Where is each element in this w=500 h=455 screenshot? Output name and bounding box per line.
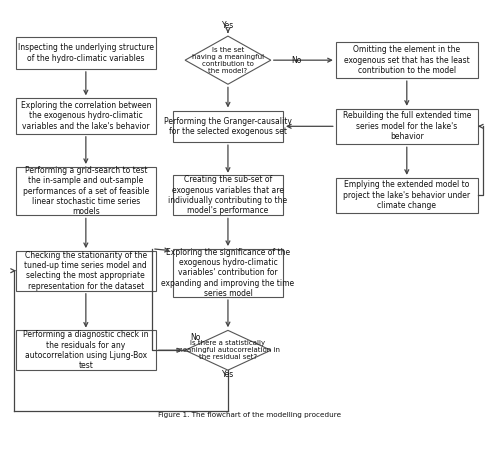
Text: No: No — [292, 56, 302, 65]
FancyBboxPatch shape — [336, 109, 478, 144]
Text: Creating the sub-set of
exogenous variables that are
individually contributing t: Creating the sub-set of exogenous variab… — [168, 175, 288, 216]
FancyBboxPatch shape — [16, 37, 156, 69]
Text: Performing the Granger-causality
for the selected exogenous set: Performing the Granger-causality for the… — [164, 116, 292, 136]
FancyBboxPatch shape — [336, 42, 478, 78]
Text: Inspecting the underlying structure
of the hydro-climatic variables: Inspecting the underlying structure of t… — [18, 43, 154, 63]
Text: Exploring the significance of the
exogenous hydro-climatic
variables' contributi: Exploring the significance of the exogen… — [162, 248, 294, 298]
Text: Is there a statistically
meaningful autocorrelation in
the residual set?: Is there a statistically meaningful auto… — [176, 340, 280, 360]
Text: Omitting the element in the
exogenous set that has the least
contribution to the: Omitting the element in the exogenous se… — [344, 45, 470, 75]
Text: Yes: Yes — [222, 369, 234, 379]
Text: Yes: Yes — [222, 21, 234, 30]
Polygon shape — [185, 330, 271, 370]
FancyBboxPatch shape — [173, 249, 283, 297]
Polygon shape — [185, 36, 271, 84]
FancyBboxPatch shape — [16, 98, 156, 134]
FancyBboxPatch shape — [173, 176, 283, 215]
FancyBboxPatch shape — [16, 251, 156, 291]
Text: Performing a diagnostic check in
the residuals for any
autocorrelation using Lju: Performing a diagnostic check in the res… — [23, 330, 148, 370]
Text: Emplying the extended model to
project the lake's behavior under
climate change: Emplying the extended model to project t… — [343, 181, 470, 210]
FancyBboxPatch shape — [16, 167, 156, 215]
FancyBboxPatch shape — [336, 177, 478, 213]
FancyBboxPatch shape — [173, 111, 283, 142]
Text: Is the set
having a meaningful
contribution to
the model?: Is the set having a meaningful contribut… — [192, 47, 264, 74]
Text: Performing a grid-search to test
the in-sample and out-sample
performances of a : Performing a grid-search to test the in-… — [22, 166, 149, 217]
Text: Figure 1. The flowchart of the modelling procedure: Figure 1. The flowchart of the modelling… — [158, 412, 342, 418]
FancyBboxPatch shape — [16, 330, 156, 370]
Text: No: No — [190, 333, 200, 342]
Text: Rebuilding the full extended time
series model for the lake's
behavior: Rebuilding the full extended time series… — [342, 111, 471, 141]
Text: Checking the stationarity of the
tuned-up time series model and
selecting the mo: Checking the stationarity of the tuned-u… — [24, 251, 147, 291]
Text: Exploring the correlation between
the exogenous hydro-climatic
variables and the: Exploring the correlation between the ex… — [20, 101, 151, 131]
